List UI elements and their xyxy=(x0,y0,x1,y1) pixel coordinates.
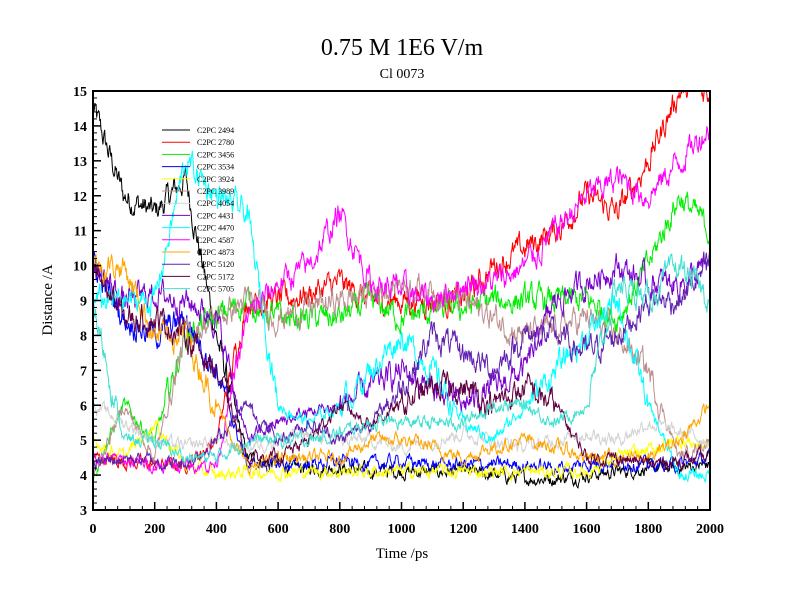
x-tick-label: 1200 xyxy=(449,522,477,537)
series-line-6 xyxy=(93,399,710,458)
legend-label: C2PC 4431 xyxy=(197,211,234,220)
y-tick-label: 5 xyxy=(80,434,87,449)
y-tick-label: 13 xyxy=(73,155,87,170)
series-line-12 xyxy=(93,263,710,472)
legend-label: C2PC 2780 xyxy=(197,138,234,147)
x-tick-label: 800 xyxy=(329,522,350,537)
legend-label: C2PC 5172 xyxy=(197,272,234,281)
legend-label: C2PC 5705 xyxy=(197,285,234,294)
y-tick-label: 10 xyxy=(73,260,87,275)
x-tick-label: 200 xyxy=(144,522,165,537)
series-line-9 xyxy=(93,126,710,475)
series-line-4 xyxy=(93,419,710,483)
series-line-0 xyxy=(93,102,710,489)
y-tick-label: 7 xyxy=(80,364,87,379)
x-tick-label: 0 xyxy=(90,522,97,537)
x-tick-label: 400 xyxy=(206,522,227,537)
x-tick-label: 1000 xyxy=(388,522,416,537)
y-tick-label: 14 xyxy=(73,120,87,135)
y-tick-label: 8 xyxy=(80,329,87,344)
legend-label: C2PC 4587 xyxy=(197,236,234,245)
chart-title: 0.75 M 1E6 V/m xyxy=(321,35,484,61)
x-tick-label: 1400 xyxy=(511,522,539,537)
series-line-1 xyxy=(93,91,710,475)
x-tick-label: 1600 xyxy=(573,522,601,537)
legend-label: C2PC 3924 xyxy=(197,175,234,184)
y-tick-label: 15 xyxy=(73,85,87,100)
x-tick-label: 600 xyxy=(268,522,289,537)
y-axis-label: Distance /A xyxy=(40,264,56,335)
x-tick-label: 2000 xyxy=(696,522,724,537)
series-line-7 xyxy=(93,251,710,444)
legend-label: C2PC 4873 xyxy=(197,248,234,257)
legend: C2PC 2494 C2PC 2780 C2PC 3456 C2PC 3534 C2PC… xyxy=(162,126,234,294)
legend-label: C2PC 3534 xyxy=(197,163,234,172)
x-axis-label: Time /ps xyxy=(376,546,429,562)
y-tick-label: 6 xyxy=(80,399,87,414)
y-tick-label: 4 xyxy=(80,469,87,484)
chart-subtitle: Cl 0073 xyxy=(380,67,425,82)
y-tick-label: 11 xyxy=(74,225,87,240)
legend-label: C2PC 5120 xyxy=(197,260,234,269)
series-line-13 xyxy=(93,253,710,466)
legend-label: C2PC 3456 xyxy=(197,150,234,159)
legend-label: C2PC 3989 xyxy=(197,187,234,196)
series-line-8 xyxy=(93,150,710,483)
plot-frame xyxy=(92,90,711,511)
axis-layer: 3 4 5 6 7 8 9 10 11 12 13 14 15 0 200 400 600 800 1000 1200… xyxy=(73,85,724,537)
y-tick-label: 9 xyxy=(80,295,87,310)
legend-label: C2PC 4470 xyxy=(197,224,234,233)
legend-label: C2PC 4054 xyxy=(197,199,234,208)
y-tick-label: 12 xyxy=(73,190,87,205)
x-tick-label: 1800 xyxy=(634,522,662,537)
y-tick-label: 3 xyxy=(80,504,87,519)
series-layer xyxy=(93,91,710,489)
legend-label: C2PC 2494 xyxy=(197,126,234,135)
